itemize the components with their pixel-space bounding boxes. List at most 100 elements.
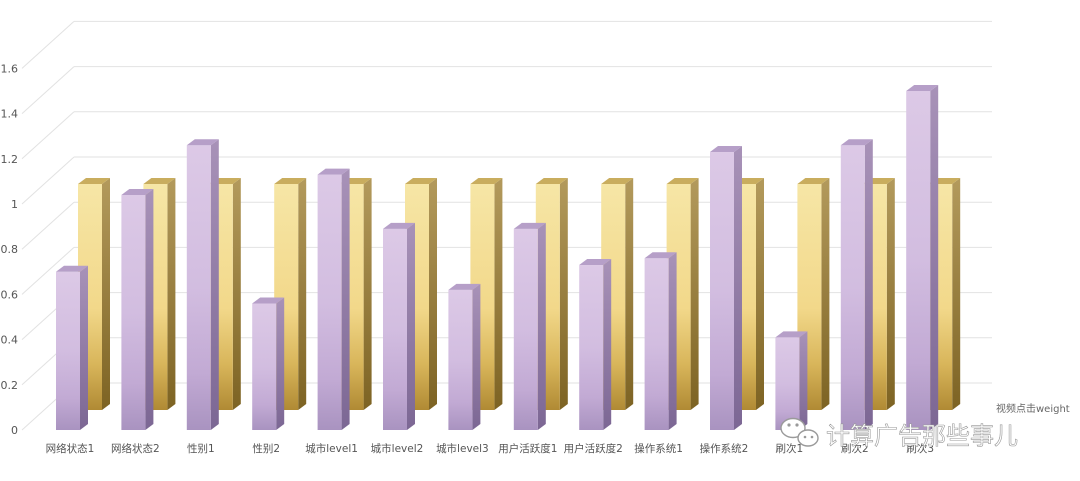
x-tick-label: 城市level2 (371, 442, 424, 455)
bar-series2-8 (513, 222, 546, 430)
bar-series1-8-side (559, 178, 568, 410)
bar-series2-8-front (513, 228, 538, 430)
bar-series2-12-front (775, 337, 800, 430)
bar-series2-10-front (644, 258, 669, 430)
bar-series2-13 (840, 139, 873, 431)
bar-series2-4 (252, 297, 285, 430)
bar-series2-9-front (579, 265, 604, 430)
bar-series1-14-side (952, 178, 961, 410)
bar-series2-4-front (252, 303, 277, 430)
bar-series2-2-top (121, 188, 154, 195)
bar-series1-4-side (298, 178, 307, 410)
bar-series2-6-top (383, 222, 415, 229)
bar-series1-3-side (232, 178, 241, 410)
x-tick-label: 网络状态2 (111, 442, 160, 455)
x-tick-label: 刷次2 (841, 442, 869, 455)
y-tick-label: 1.6 (1, 62, 19, 75)
bar-series2-6-side (407, 222, 415, 430)
x-tick-label: 刷次1 (776, 442, 804, 455)
bar-series2-5 (317, 168, 350, 430)
bar-series2-11 (710, 146, 742, 430)
y-tick-label: 0.2 (1, 379, 19, 392)
bar-series1-8-top (535, 178, 568, 184)
y-tick-label: 0.4 (1, 334, 19, 347)
x-tick-label: 城市level3 (436, 442, 489, 455)
bar-series2-2 (121, 188, 154, 430)
bar-series2-14-top (906, 85, 939, 91)
bar-series2-13-front (840, 145, 865, 431)
bar-series2-7-top (448, 283, 481, 290)
x-tick-label: 操作系统1 (634, 442, 683, 455)
bar-series2-9-top (579, 259, 612, 266)
legend-series1-label: 视频点击weight (996, 402, 1070, 415)
bar-series1-12 (797, 178, 830, 410)
gridline-diagonal (21, 66, 75, 114)
bar-series2-5-front (317, 174, 342, 430)
bar-series1-12-side (821, 178, 830, 410)
bar-series1-9-top (601, 178, 634, 184)
bar-series1-11-side (756, 178, 764, 410)
bar-series2-3-side (210, 139, 219, 431)
bar-series1-1-side (102, 178, 110, 410)
bar-series2-2-front (121, 194, 146, 430)
bars (56, 85, 961, 431)
y-tick-label: 1.4 (1, 108, 19, 121)
bar-series2-14 (906, 85, 939, 430)
bar-series2-10-top (644, 252, 677, 259)
bar-series2-4-side (276, 297, 285, 430)
y-axis-ticks: 0 0.2 0.4 0.6 0.8 1 1.2 1.4 1.6 (1, 62, 19, 437)
x-tick-label: 刷次3 (906, 442, 934, 455)
bar-series2-8-side (537, 222, 546, 430)
x-tick-label: 网络状态1 (46, 442, 95, 455)
bar-series2-12 (775, 331, 808, 430)
watermark-text: 计算广告那些事儿 (826, 422, 1018, 450)
bar-series2-10-side (668, 252, 677, 430)
legend: 视频点击weight (996, 402, 1070, 415)
bar-series2-3-top (186, 139, 219, 146)
bar-series2-1 (56, 265, 88, 430)
bar-series2-8-top (513, 222, 546, 229)
y-tick-label: 1 (11, 198, 18, 211)
bar-series2-12-side (799, 331, 808, 430)
bar-series1-10-top (666, 178, 699, 184)
y-tick-label: 0.6 (1, 288, 19, 301)
bar-series2-3-front (186, 145, 211, 431)
bar-series1-2-side (167, 178, 176, 410)
x-tick-label: 城市level1 (305, 442, 358, 455)
bar-series2-2-side (145, 188, 154, 430)
bar-series2-9 (579, 259, 612, 430)
bar-series1-9-side (625, 178, 634, 410)
watermark: 计算广告那些事儿 (780, 417, 1018, 450)
bar-series2-9-side (603, 259, 612, 430)
bar-series2-14-side (930, 85, 939, 430)
x-tick-label: 性别2 (252, 442, 280, 455)
bar-series2-11-side (734, 146, 742, 430)
bar-series2-12-top (775, 331, 808, 338)
bar-series1-7-top (470, 178, 503, 184)
x-tick-label: 用户活跃度1 (498, 442, 557, 455)
bar-series2-13-top (840, 139, 873, 146)
x-tick-label: 用户活跃度2 (564, 442, 623, 455)
bar-series2-14-front (906, 91, 931, 430)
bar-series2-6-front (383, 228, 407, 430)
bar-series1-2-top (143, 178, 176, 184)
bar-series1-7-side (494, 178, 503, 410)
gridline-diagonal (21, 111, 75, 160)
bar-series2-5-top (317, 168, 350, 175)
bar-series1-6-side (429, 178, 437, 410)
bar-series2-11-front (710, 152, 734, 430)
bar-series1-13-side (886, 178, 895, 410)
x-tick-label: 操作系统2 (700, 442, 749, 455)
bar-series2-3 (186, 139, 219, 431)
bar-series1-1-top (78, 178, 110, 184)
gridline-diagonal (21, 21, 75, 69)
bar-series2-1-front (56, 271, 80, 430)
x-axis-categories: 网络状态1 网络状态2 性别1 性别2 城市level1 城市level2 城市level3… (46, 442, 934, 455)
bar-series2-6 (383, 222, 415, 430)
gridline-diagonal (21, 201, 75, 250)
bar-series1-6-top (405, 178, 437, 184)
bar-series2-1-top (56, 265, 88, 272)
bar-series1-12-top (797, 178, 830, 184)
bar-series2-5-side (341, 168, 350, 430)
